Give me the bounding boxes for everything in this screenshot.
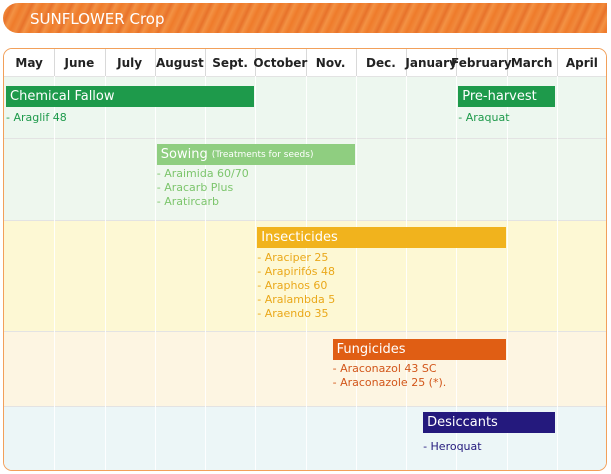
treatment-item: - Araciper 25 (257, 251, 329, 264)
treatment-item: - Aracarb Plus (156, 181, 234, 194)
month-gridline (557, 76, 558, 470)
month-header-divider (406, 49, 407, 76)
month-gridline (306, 76, 307, 470)
month-header-divider (507, 49, 508, 76)
row-divider (4, 138, 606, 139)
month-label: Sept. (212, 56, 248, 70)
treatment-item: - Araphos 60 (257, 279, 328, 292)
month-header-divider (155, 49, 156, 76)
treatment-item: - Araconazol 43 SC (332, 362, 437, 375)
month-label: January (405, 56, 457, 70)
month-header-divider (205, 49, 206, 76)
row-divider (4, 76, 606, 77)
month-gridline (507, 76, 508, 470)
month-gridline (105, 76, 106, 470)
month-label: Nov. (315, 56, 346, 70)
month-label: February (451, 56, 512, 70)
month-label: October (253, 56, 308, 70)
chart-title: SUNFLOWER Crop (30, 10, 165, 28)
task-label: Chemical Fallow (10, 89, 115, 104)
task-label: Pre-harvest (462, 89, 537, 104)
month-header-divider (255, 49, 256, 76)
month-header-row (4, 49, 606, 76)
task-label: Desiccants (427, 415, 498, 430)
task-bar: Chemical Fallow (6, 86, 255, 107)
month-label: July (117, 56, 143, 70)
task-bar: Fungicides (332, 339, 506, 360)
treatment-item: - Araimida 60/70 (156, 167, 249, 180)
task-bar: Sowing (Treatments for seeds) (156, 144, 355, 165)
month-gridline (205, 76, 206, 470)
row-divider (4, 331, 606, 332)
month-gridline (255, 76, 256, 470)
treatment-list: - Araconazol 43 SC - Araconazole 25 (*). (333, 362, 447, 390)
month-gridline (406, 76, 407, 470)
month-header-divider (356, 49, 357, 76)
task-bar: Desiccants (423, 412, 555, 433)
task-bar: Pre-harvest (458, 86, 555, 107)
month-header-divider (456, 49, 457, 76)
task-row (4, 331, 606, 406)
schedule-chart: May June July August Sept. October Nov. Dec. Jan… (3, 48, 607, 471)
treatment-list: - Araglif 48 (6, 111, 67, 125)
treatment-list: - Araciper 25- Arapirifós 48- Araphos 60… (257, 251, 335, 321)
month-gridline (54, 76, 55, 470)
month-header-divider (54, 49, 55, 76)
row-divider (4, 406, 606, 407)
treatment-item: - Aralambda 5 (257, 293, 336, 306)
treatment-list: - Araquat (458, 111, 509, 125)
treatment-item: - Araconazole 25 (*). (332, 376, 447, 389)
treatment-item: - Araendo 35 (257, 307, 329, 320)
month-label: April (565, 56, 598, 70)
month-header-divider (105, 49, 106, 76)
treatment-item: - Araquat (458, 111, 510, 124)
month-label: Dec. (365, 56, 396, 70)
task-label: Insecticides (261, 230, 338, 245)
month-header-divider (306, 49, 307, 76)
month-label: June (64, 56, 95, 70)
month-label: May (15, 56, 43, 70)
treatment-item: - Arapirifós 48 (257, 265, 335, 278)
month-label: March (510, 56, 553, 70)
treatment-item: - Aratircarb (156, 195, 219, 208)
month-label: August (155, 56, 204, 70)
month-gridline (456, 76, 457, 470)
month-gridline (356, 76, 357, 470)
month-header-divider (557, 49, 558, 76)
treatment-item: - Araglif 48 (6, 111, 67, 124)
task-bar: Insecticides (257, 227, 506, 248)
task-note: (Treatments for seeds) (211, 150, 314, 160)
task-label: Fungicides (336, 342, 406, 357)
treatment-item: - Heroquat (423, 440, 482, 453)
row-divider (4, 220, 606, 221)
month-gridline (155, 76, 156, 470)
title-banner: SUNFLOWER Crop (3, 3, 607, 33)
treatment-list: - Araimida 60/70- Aracarb Plus - Aratirca… (157, 167, 249, 209)
task-label: Sowing (160, 147, 208, 162)
treatment-list: - Heroquat (423, 440, 482, 454)
